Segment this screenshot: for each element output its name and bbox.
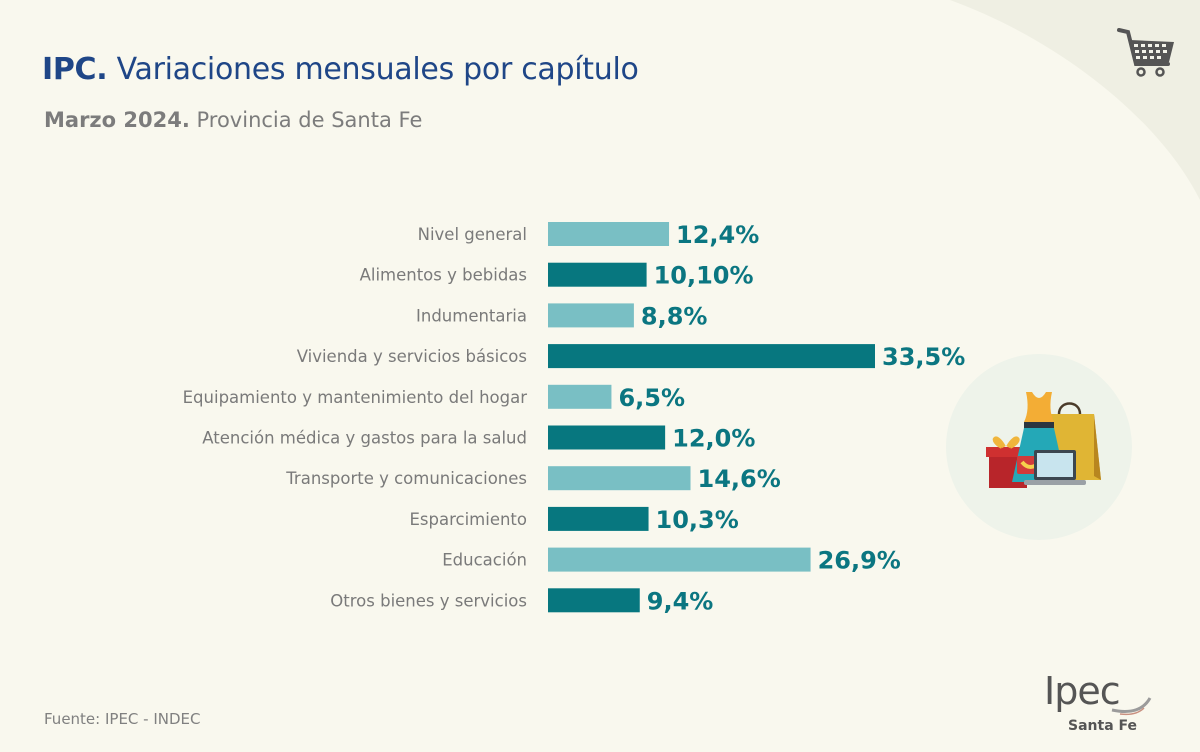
bar-group: Equipamiento y mantenimiento del hogar 6,… [183, 384, 685, 412]
bar [548, 303, 634, 328]
category-label: Alimentos y bebidas [360, 266, 527, 285]
category-label: Indumentaria [416, 306, 527, 325]
bar [548, 506, 649, 531]
title-bold: IPC. [42, 52, 108, 87]
value-label: 10,3% [656, 506, 739, 534]
shopping-items-illustration [946, 354, 1132, 540]
bar-group: Vivienda y servicios básicos 33,5% [297, 343, 966, 371]
ipec-logo: Ipec Santa Fe [1044, 669, 1152, 734]
bar [548, 588, 640, 613]
category-label: Equipamiento y mantenimiento del hogar [183, 388, 528, 407]
bar-group: Transporte y comunicaciones 14,6% [285, 465, 780, 493]
chart-subtitle: Marzo 2024. Provincia de Santa Fe [44, 108, 422, 132]
bar [548, 425, 666, 450]
bar-group: Esparcimiento 10,3% [409, 506, 738, 534]
shopping-cart-icon [1117, 28, 1174, 77]
category-label: Vivienda y servicios básicos [297, 347, 527, 366]
bar [548, 466, 691, 491]
bar [548, 384, 612, 409]
bar-group: Alimentos y bebidas 10,10% [360, 262, 754, 290]
category-label: Esparcimiento [409, 510, 527, 529]
bar [548, 222, 670, 246]
category-label: Otros bienes y servicios [330, 591, 527, 610]
value-label: 12,0% [672, 425, 755, 453]
value-label: 26,9% [818, 547, 901, 575]
chart-title: IPC. Variaciones mensuales por capítulo [42, 52, 639, 87]
subtitle-rest: Provincia de Santa Fe [189, 108, 423, 132]
logo-text: Ipec [1044, 669, 1120, 713]
bar-group: Educación 26,9% [442, 547, 901, 575]
bar [548, 344, 875, 369]
bar-group: Nivel general 12,4% [418, 221, 760, 249]
bar-group: Indumentaria 8,8% [416, 302, 707, 330]
value-label: 8,8% [641, 302, 708, 330]
subtitle-bold: Marzo 2024. [44, 108, 190, 132]
value-label: 33,5% [882, 343, 965, 371]
value-label: 14,6% [698, 465, 781, 493]
bar [548, 262, 647, 287]
value-label: 10,10% [654, 262, 754, 290]
value-label: 9,4% [647, 587, 714, 615]
title-rest: Variaciones mensuales por capítulo [107, 52, 639, 87]
source-note: Fuente: IPEC - INDEC [44, 710, 201, 728]
bar [548, 547, 811, 572]
bar-group: Atención médica y gastos para la salud 12… [202, 425, 755, 453]
category-label: Transporte y comunicaciones [285, 469, 527, 488]
category-label: Nivel general [418, 225, 527, 244]
value-label: 12,4% [676, 221, 759, 249]
category-label: Educación [442, 551, 527, 570]
bar-group: Otros bienes y servicios 9,4% [330, 587, 713, 615]
logo-subtext: Santa Fe [1068, 718, 1137, 734]
category-label: Atención médica y gastos para la salud [202, 429, 527, 448]
value-label: 6,5% [618, 384, 685, 412]
